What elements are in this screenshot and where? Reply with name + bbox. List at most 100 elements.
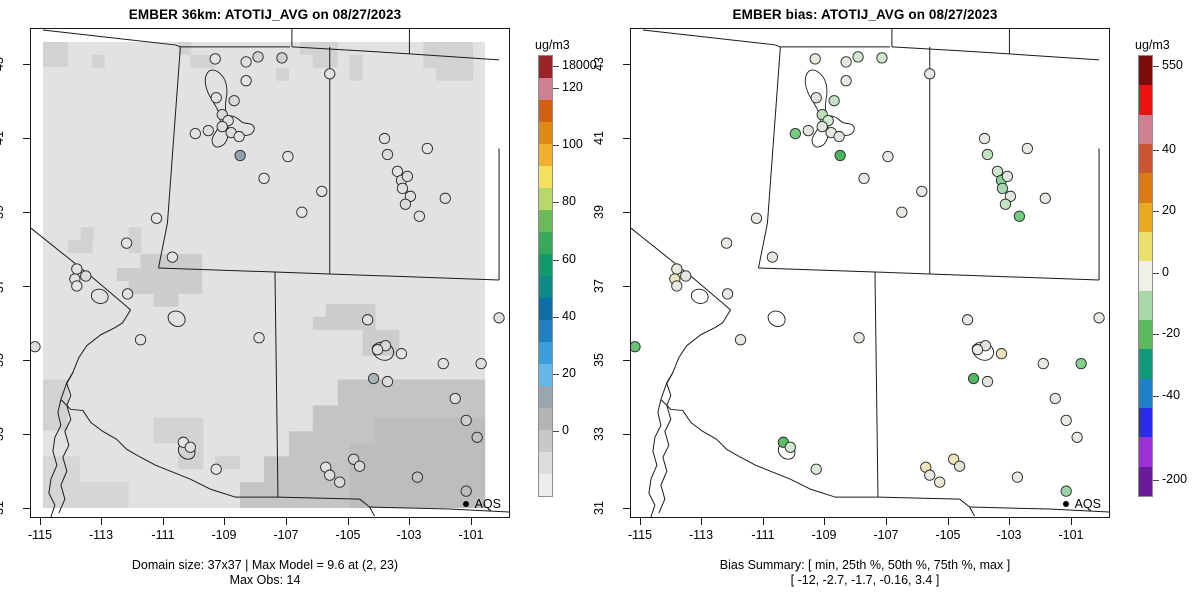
colorbar-segment: [1139, 202, 1152, 232]
x-tick-label: -101: [458, 528, 484, 542]
x-tick-label: -101: [1058, 528, 1084, 542]
aqs-legend: AQS: [462, 497, 501, 511]
colorbar-segment: [1139, 319, 1152, 350]
x-tick: [101, 518, 102, 525]
x-tick: [286, 518, 287, 525]
colorbar-tick: [553, 88, 559, 89]
colorbar-segment: [1139, 173, 1152, 203]
colorbar-segment: [539, 320, 552, 342]
y-tick: [23, 286, 30, 287]
x-tick-label: -111: [151, 528, 175, 542]
colorbar-segment: [539, 78, 552, 100]
colorbar-segment: [539, 386, 552, 408]
state-boundaries-bias: [631, 29, 1109, 517]
aqs-bias-markers: [631, 51, 1105, 497]
colorbar-tick: [553, 66, 559, 67]
colorbar-segment: [1139, 407, 1152, 438]
x-tick: [886, 518, 887, 525]
y-tick: [23, 64, 30, 65]
bias-plot-area: AQS: [630, 28, 1110, 518]
colorbar-tick-label: -200: [1162, 471, 1188, 486]
aqs-legend-label: AQS: [474, 497, 501, 511]
colorbar-tick-label: -40: [1162, 388, 1181, 402]
colorbar-tick: [553, 431, 559, 433]
colorbar-segment: [1139, 466, 1152, 496]
x-tick: [1009, 518, 1010, 525]
colorbar-segment: [1139, 143, 1152, 174]
x-tick-label: -105: [935, 528, 961, 542]
colorbar-segment: [1139, 261, 1152, 291]
page-title-bias: EMBER bias: ATOTIJ_AVG on 08/27/2023: [732, 7, 998, 22]
colorbar-segment: [539, 452, 552, 474]
colorbar-tick: [1153, 149, 1159, 151]
colorbar-segment: [1139, 290, 1152, 320]
colorbar-segment: [539, 188, 552, 210]
x-tick: [948, 518, 949, 525]
model-colorbar: ug/m3 18000 120 100 80 60 40 20 0: [530, 0, 600, 600]
colorbar-tick-label: 20: [562, 366, 576, 380]
colorbar-segment: [1139, 378, 1152, 408]
x-tick: [40, 518, 41, 525]
y-tick-label: 35: [0, 353, 6, 367]
colorbar-tick-label: 40: [1162, 141, 1176, 156]
y-tick-label: 31: [0, 501, 6, 515]
x-tick: [701, 518, 702, 525]
y-tick-label: 35: [592, 353, 606, 367]
x-tick-label: -113: [88, 528, 114, 542]
colorbar-segment: [539, 408, 552, 430]
aqs-site-markers: [31, 51, 505, 497]
colorbar-tick-label: 40: [562, 308, 576, 323]
y-tick: [23, 434, 30, 435]
x-tick: [224, 518, 225, 525]
colorbar-tick-label: -20: [1162, 326, 1181, 341]
x-tick: [163, 518, 164, 525]
colorbar-segment: [1139, 231, 1152, 262]
model-raster-layer: [31, 29, 509, 517]
x-tick-label: -105: [335, 528, 361, 542]
colorbar-tick: [553, 316, 559, 318]
x-tick-label: -103: [996, 528, 1022, 542]
colorbar-tick: [1153, 479, 1159, 481]
colorbar-segment: [539, 474, 552, 496]
colorbar-segment: [539, 276, 552, 298]
y-tick: [623, 434, 630, 435]
y-tick: [623, 508, 630, 509]
colorbar-segment: [1139, 437, 1152, 467]
y-tick: [23, 212, 30, 213]
colorbar-segment: [1139, 114, 1152, 144]
colorbar-gradient: [538, 55, 553, 497]
colorbar-segment: [539, 100, 552, 122]
aqs-dot-icon: [1062, 501, 1069, 507]
x-tick: [763, 518, 764, 525]
y-tick: [23, 138, 30, 139]
y-tick: [623, 138, 630, 139]
x-tick-label: -109: [211, 528, 237, 542]
colorbar-gradient: [1138, 55, 1153, 497]
colorbar-tick-label: 0: [562, 423, 569, 438]
colorbar-segment: [539, 298, 552, 320]
y-tick: [623, 212, 630, 213]
x-tick-label: -111: [751, 528, 775, 542]
colorbar-tick: [553, 202, 559, 204]
model-map-svg: [31, 29, 509, 517]
x-tick: [471, 518, 472, 525]
colorbar-segment: [539, 342, 552, 364]
y-tick-label: 43: [0, 57, 6, 71]
colorbar-tick-label: 550: [1162, 58, 1183, 72]
x-tick: [409, 518, 410, 525]
colorbar-tick: [1153, 272, 1159, 274]
y-tick: [23, 360, 30, 361]
y-tick-label: 39: [592, 205, 606, 219]
x-tick-label: -115: [627, 528, 653, 542]
colorbar-tick-label: 60: [562, 251, 576, 266]
colorbar-segment: [539, 144, 552, 166]
x-tick: [1071, 518, 1072, 525]
x-tick-label: -109: [811, 528, 837, 542]
y-tick-label: 39: [0, 205, 6, 219]
y-tick-label: 33: [592, 427, 606, 441]
colorbar-segment: [539, 166, 552, 188]
x-tick: [348, 518, 349, 525]
aqs-dot-icon: [462, 501, 469, 507]
bias-colorbar: ug/m3 550 40 20 0 -20 -40 -200: [1130, 0, 1200, 600]
